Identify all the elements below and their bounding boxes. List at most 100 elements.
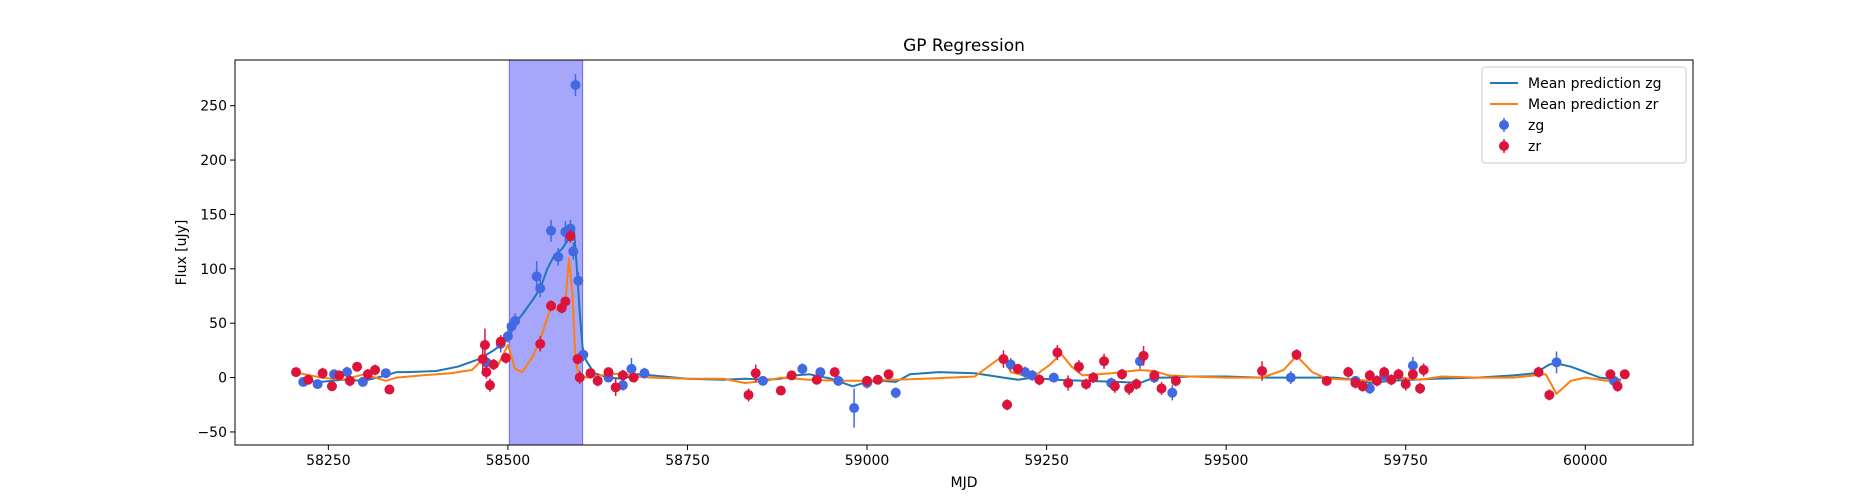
- point-zr: [500, 352, 511, 363]
- point-zr: [1002, 399, 1013, 410]
- point-zr: [592, 375, 603, 386]
- point-zg: [553, 251, 564, 262]
- point-zr: [1533, 367, 1544, 378]
- x-tick-label: 59000: [845, 453, 890, 469]
- point-zr: [560, 296, 571, 307]
- point-zr: [1379, 367, 1390, 378]
- point-zr: [291, 367, 302, 378]
- legend-label: Mean prediction zg: [1528, 76, 1662, 92]
- point-zr: [1612, 381, 1623, 392]
- point-zg: [546, 225, 557, 236]
- point-zr: [488, 359, 499, 370]
- point-zr: [1081, 379, 1092, 390]
- point-zg: [890, 387, 901, 398]
- x-axis-label: MJD: [951, 475, 978, 491]
- point-zr: [811, 374, 822, 385]
- y-tick-label: 100: [200, 262, 227, 278]
- point-zr: [1088, 372, 1099, 383]
- legend-marker-swatch: [1499, 141, 1509, 151]
- point-zr: [334, 370, 345, 381]
- y-tick-label: 50: [209, 316, 227, 332]
- line-mean-prediction-zr: [299, 256, 1622, 395]
- point-zr: [1393, 369, 1404, 380]
- point-zr: [1619, 369, 1630, 380]
- point-zr: [1418, 364, 1429, 375]
- point-zr: [1109, 381, 1120, 392]
- point-zr: [1117, 369, 1128, 380]
- x-tick-label: 59250: [1024, 453, 1069, 469]
- legend-box: [1481, 66, 1687, 164]
- y-axis-label: Flux [uJy]: [174, 220, 190, 286]
- point-zg: [573, 275, 584, 286]
- point-zr: [1012, 363, 1023, 374]
- point-zg: [1027, 370, 1038, 381]
- point-zr: [1386, 374, 1397, 385]
- point-zr: [1138, 350, 1149, 361]
- point-zr: [477, 354, 488, 365]
- point-zr: [883, 369, 894, 380]
- point-zg: [535, 283, 546, 294]
- point-zr: [1291, 349, 1302, 360]
- point-zg: [510, 316, 521, 327]
- point-zr: [1073, 361, 1084, 372]
- point-zr: [479, 339, 490, 350]
- point-zr: [1605, 369, 1616, 380]
- y-tick-label: 250: [200, 99, 227, 115]
- point-zg: [1285, 372, 1296, 383]
- point-zr: [610, 382, 621, 393]
- legend-label: Mean prediction zr: [1528, 97, 1659, 113]
- point-zr: [484, 380, 495, 391]
- legend-label: zg: [1528, 118, 1544, 134]
- point-zg: [531, 271, 542, 282]
- point-zg: [757, 375, 768, 386]
- point-zr: [344, 375, 355, 386]
- point-zr: [617, 370, 628, 381]
- point-zr: [628, 372, 639, 383]
- point-zg: [568, 246, 579, 257]
- point-zr: [317, 368, 328, 379]
- point-zr: [326, 381, 337, 392]
- point-zr: [1371, 375, 1382, 386]
- point-zr: [574, 372, 585, 383]
- point-zg: [342, 367, 353, 378]
- point-zg: [565, 223, 576, 234]
- point-zr: [1407, 369, 1418, 380]
- x-tick-label: 58750: [665, 453, 710, 469]
- point-zg: [1005, 359, 1016, 370]
- point-zr: [535, 338, 546, 349]
- axes-frame: [234, 59, 1694, 446]
- point-zr: [743, 389, 754, 400]
- point-zr: [750, 368, 761, 379]
- point-zr: [1257, 366, 1268, 377]
- point-zr: [546, 300, 557, 311]
- point-zr: [495, 336, 506, 347]
- point-zr: [1124, 383, 1135, 394]
- y-tick-label: 0: [218, 371, 227, 387]
- x-tick-label: 59500: [1204, 453, 1249, 469]
- point-zg: [1551, 357, 1562, 368]
- y-tick-label: 200: [200, 153, 227, 169]
- point-zr: [603, 367, 614, 378]
- point-zr: [862, 375, 873, 386]
- point-zr: [572, 354, 583, 365]
- point-zg: [570, 80, 581, 91]
- point-zr: [1364, 370, 1375, 381]
- point-zr: [303, 374, 314, 385]
- point-zg: [1407, 360, 1418, 371]
- point-zr: [481, 367, 492, 378]
- point-zr: [1400, 379, 1411, 390]
- point-zg: [357, 376, 368, 387]
- point-zr: [1357, 381, 1368, 392]
- point-zr: [1052, 347, 1063, 358]
- plot-area: [235, 60, 1693, 445]
- point-zr: [998, 354, 1009, 365]
- point-zr: [786, 370, 797, 381]
- point-zg: [815, 367, 826, 378]
- y-tick-label: 150: [200, 207, 227, 223]
- data-points: [291, 74, 1630, 428]
- point-zr: [1099, 356, 1110, 367]
- point-zg: [849, 403, 860, 414]
- point-zg: [639, 368, 650, 379]
- x-tick-label: 59750: [1383, 453, 1428, 469]
